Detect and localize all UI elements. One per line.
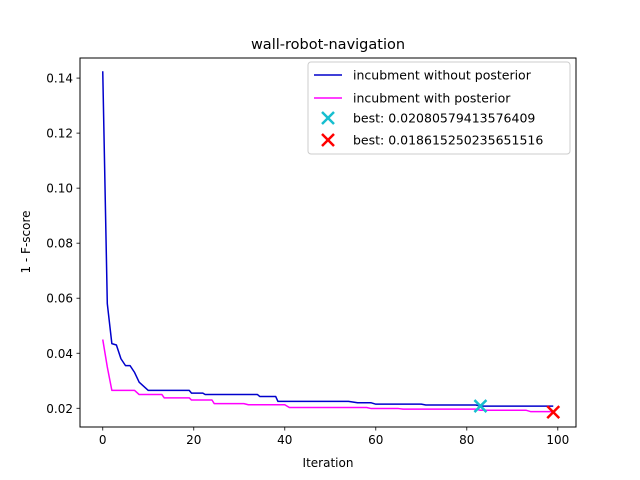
x-tick-label: 20 <box>186 433 201 447</box>
y-axis-label: 1 - F-score <box>19 210 33 273</box>
y-tick-label: 0.08 <box>46 237 73 251</box>
x-tick-label: 60 <box>368 433 383 447</box>
y-tick-label: 0.10 <box>46 182 73 196</box>
legend-entries: incubment without posterior incubment wit… <box>314 68 543 148</box>
y-tick-label: 0.06 <box>46 292 73 306</box>
marker-layer <box>473 399 561 419</box>
x-axis-label: Iteration <box>303 456 354 470</box>
x-tick-label: 40 <box>277 433 292 447</box>
plot-area-frame <box>79 57 577 428</box>
x-tick-label: 0 <box>99 433 107 447</box>
y-tick-label: 0.12 <box>46 127 73 141</box>
series-line-without-posterior <box>102 71 554 407</box>
legend-label: incubment with posterior <box>353 91 511 106</box>
legend-label: best: 0.02080579413576409 <box>353 111 535 126</box>
chart-title: wall-robot-navigation <box>251 37 405 53</box>
x-axis: 0 20 40 60 80 100 <box>99 427 569 447</box>
legend-label: incubment without posterior <box>353 68 532 83</box>
best-marker-1 <box>473 399 488 413</box>
x-tick-label: 80 <box>459 433 474 447</box>
legend-label: best: 0.018615250235651516 <box>353 133 543 148</box>
y-tick-label: 0.14 <box>46 72 73 86</box>
marker-stroke <box>473 399 488 413</box>
y-tick-label: 0.04 <box>46 347 73 361</box>
legend: incubment without posterior incubment wit… <box>307 61 571 155</box>
best-marker-2 <box>546 405 561 419</box>
marker-stroke <box>321 133 335 147</box>
legend-marker-swatch <box>321 133 335 147</box>
legend-marker-swatch <box>321 111 335 125</box>
marker-stroke <box>321 111 335 125</box>
marker-stroke <box>546 405 561 419</box>
y-tick-label: 0.02 <box>46 402 73 416</box>
x-tick-label: 100 <box>546 433 569 447</box>
y-axis: 0.02 0.04 0.06 0.08 0.10 0.12 0.14 <box>46 72 80 416</box>
legend-box <box>307 61 571 155</box>
